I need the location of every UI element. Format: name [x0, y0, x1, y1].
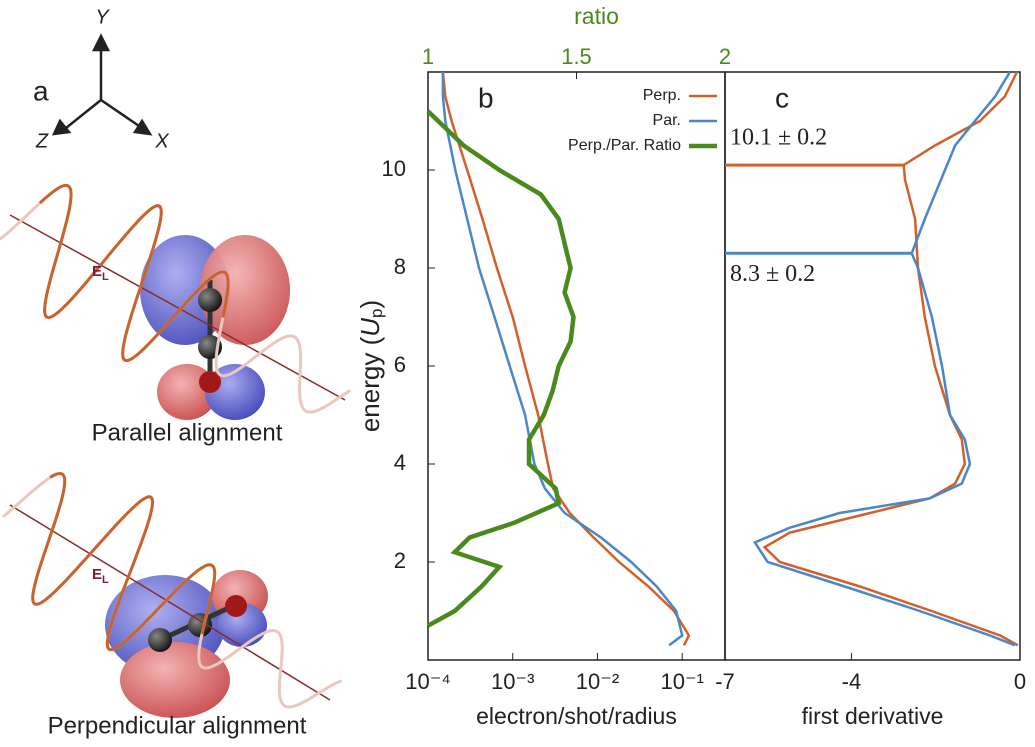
orbital-perpendicular: [105, 570, 268, 718]
axis-label: Y: [95, 6, 110, 28]
field-label: EL: [92, 263, 109, 283]
figure: a Y Z X: [0, 0, 1035, 747]
y-tick-label: 6: [394, 352, 406, 377]
panel-label: a: [33, 75, 49, 106]
page: {"diagram": {"panel": "a", "axes": ["Y",…: [0, 0, 1035, 747]
x-tick-label: 10⁻⁴: [405, 669, 451, 694]
x-tick-label: -7: [715, 669, 735, 694]
axis-label: Z: [35, 130, 49, 152]
y-tick-label: 2: [394, 548, 406, 573]
legend-label: Perp.: [643, 87, 681, 104]
x-tick-label: 0: [1014, 669, 1026, 694]
y-label-var: U: [355, 318, 385, 337]
field-label: EL: [92, 566, 109, 586]
caption: Parallel alignment: [92, 419, 283, 446]
series-line: [428, 111, 574, 626]
x-tick-label: 10⁻²: [576, 669, 619, 694]
x-axis-label: electron/shot/radius: [476, 703, 677, 729]
x-tick-label: 10⁻³: [491, 669, 534, 694]
legend-label: Par.: [653, 112, 681, 129]
plot-frame: [725, 72, 1020, 660]
panel-a: a Y Z X: [0, 6, 350, 739]
y-tick-label: 4: [394, 450, 406, 475]
annotation-text: 8.3 ± 0.2: [730, 261, 815, 287]
annotation-text: 10.1 ± 0.2: [730, 125, 827, 151]
y-tick-label: 10: [382, 156, 406, 181]
series-line: [755, 72, 1015, 645]
panel-label: b: [478, 82, 494, 113]
x2-axis-label: ratio: [574, 3, 619, 29]
plot-frame: [428, 72, 725, 660]
axes-icon: [54, 36, 150, 134]
field-label-sub: L: [102, 574, 109, 586]
y-label-sub: p: [367, 309, 386, 318]
x2-tick-label: 2: [719, 44, 731, 69]
x-tick-label: 10⁻¹: [660, 669, 703, 694]
caption: Perpendicular alignment: [48, 712, 307, 739]
field-label-main: E: [92, 263, 102, 280]
field-label-main: E: [92, 566, 102, 583]
field-label-sub: L: [102, 271, 109, 283]
y-label-text: ): [355, 300, 385, 309]
legend-label: Perp./Par. Ratio: [568, 137, 681, 154]
axis-label: X: [154, 130, 169, 152]
y-tick-label: 8: [394, 254, 406, 279]
x-tick-label: -4: [842, 669, 862, 694]
x2-tick-label: 1: [422, 44, 434, 69]
series-line: [765, 72, 1018, 645]
x2-tick-label: 1.5: [561, 44, 592, 69]
panel-label: c: [775, 82, 789, 113]
x-axis-label: first derivative: [802, 703, 944, 729]
y-axis-label: energy (Up): [355, 300, 387, 432]
y-label-text: energy (: [355, 336, 385, 432]
